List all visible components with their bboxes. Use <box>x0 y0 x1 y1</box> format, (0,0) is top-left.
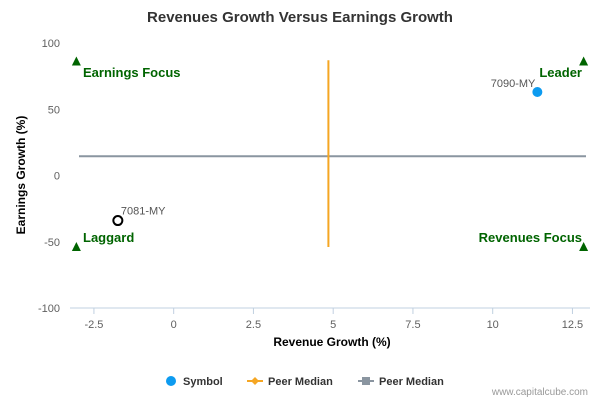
x-tick-label: 12.5 <box>562 319 583 331</box>
legend-label: Peer Median <box>268 376 333 388</box>
x-tick-label: 0 <box>171 319 177 331</box>
legend-square-icon <box>362 377 370 385</box>
legend-label: Peer Median <box>379 376 444 388</box>
quadrant-label-earnings-focus: Earnings Focus <box>83 65 181 80</box>
y-tick-label: 0 <box>54 171 60 183</box>
plot-area: -2.5 0 2.5 5 7.5 10 12.5 100 50 0 -50 -100 Earnings … <box>38 38 590 331</box>
y-axis-title: Earnings Growth (%) <box>14 116 28 235</box>
x-tick-label: 10 <box>487 319 499 331</box>
legend-symbol-icon <box>166 376 176 386</box>
x-tick-label: 5 <box>330 319 336 331</box>
y-tick-label: 100 <box>42 38 60 50</box>
legend-diamond-icon <box>251 377 259 385</box>
credit-text: www.capitalcube.com <box>491 387 588 398</box>
data-point <box>112 215 124 227</box>
x-tick-label: 2.5 <box>246 319 261 331</box>
quadrant-label-revenues-focus: Revenues Focus <box>479 230 582 245</box>
y-tick-label: 50 <box>48 104 60 116</box>
chart-title: Revenues Growth Versus Earnings Growth <box>147 9 453 26</box>
data-point <box>532 87 543 98</box>
data-point-label: 7090-MY <box>491 78 536 90</box>
quadrant-label-laggard: Laggard <box>83 230 134 245</box>
legend: Symbol Peer Median Peer Median <box>166 376 444 388</box>
y-tick-label: -50 <box>44 237 60 249</box>
quadrant-marker <box>71 242 81 252</box>
legend-label: Symbol <box>183 376 223 388</box>
quadrant-marker <box>579 242 589 252</box>
x-axis-title: Revenue Growth (%) <box>273 335 390 349</box>
quadrant-marker <box>579 56 589 66</box>
y-tick-label: -100 <box>38 303 60 315</box>
quadrant-label-leader: Leader <box>539 65 582 80</box>
quadrant-marker <box>71 56 81 66</box>
data-point-label: 7081-MY <box>121 206 166 218</box>
x-tick-label: 7.5 <box>405 319 420 331</box>
x-tick-label: -2.5 <box>84 319 103 331</box>
